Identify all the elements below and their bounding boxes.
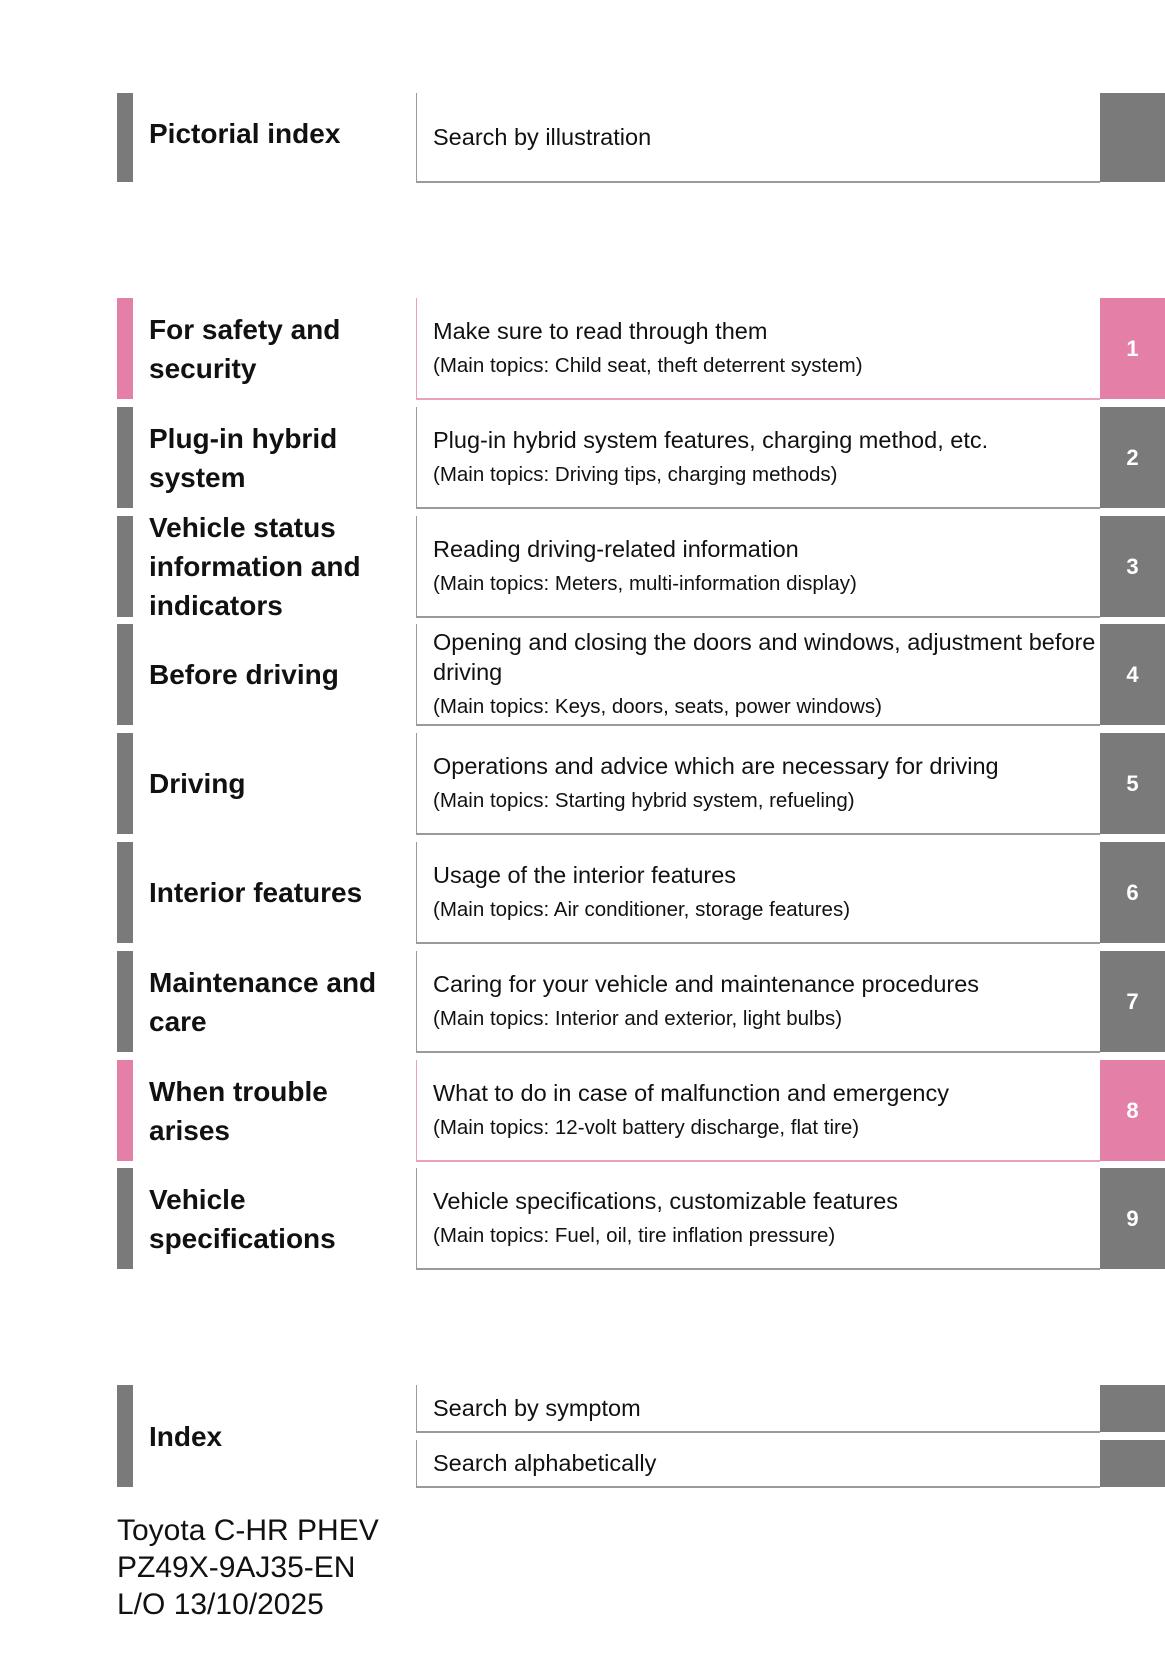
chapter-link[interactable]: Opening and closing the doors and window… bbox=[416, 624, 1100, 726]
chapter-marker bbox=[117, 516, 133, 617]
footer: Toyota C-HR PHEV PZ49X-9AJ35-EN L/O 13/1… bbox=[117, 1512, 379, 1623]
chapter-description: Vehicle specifications, customizable fea… bbox=[433, 1188, 899, 1214]
chapter-title: Plug-in hybrid system bbox=[149, 422, 338, 493]
search-alphabetically-link[interactable]: Search alphabetically bbox=[416, 1440, 1100, 1488]
chapter-description: Operations and advice which are necessar… bbox=[433, 753, 999, 779]
chapter-marker bbox=[117, 407, 133, 508]
index-tab[interactable] bbox=[1100, 1440, 1165, 1487]
chapter-topics: (Main topics: Child seat, theft deterren… bbox=[433, 354, 863, 377]
chapter-tab[interactable]: 5 bbox=[1100, 733, 1165, 834]
chapter-title: Driving bbox=[149, 768, 246, 799]
chapter-link[interactable]: Plug-in hybrid system features, charging… bbox=[416, 407, 1100, 509]
chapter-tab[interactable]: 4 bbox=[1100, 624, 1165, 725]
chapter-link[interactable]: Operations and advice which are necessar… bbox=[416, 733, 1100, 835]
chapter-topics: (Main topics: Air conditioner, storage f… bbox=[433, 898, 851, 921]
chapter-title: For safety and security bbox=[149, 313, 341, 384]
index-item-label: Search by symptom bbox=[433, 1395, 641, 1421]
chapter-title: Maintenance and care bbox=[149, 966, 377, 1037]
chapter-topics: (Main topics: Starting hybrid system, re… bbox=[433, 789, 855, 812]
chapter-link[interactable]: Caring for your vehicle and maintenance … bbox=[416, 951, 1100, 1053]
chapter-tab[interactable]: 9 bbox=[1100, 1168, 1165, 1269]
layout-date: L/O 13/10/2025 bbox=[117, 1588, 324, 1621]
model-name: Toyota C-HR PHEV bbox=[117, 1514, 379, 1547]
pictorial-index-title: Pictorial index bbox=[149, 117, 341, 149]
chapter-title: Interior features bbox=[149, 877, 363, 908]
chapter-link[interactable]: Usage of the interior features (Main topi… bbox=[416, 842, 1100, 944]
chapter-description: Make sure to read through them bbox=[433, 318, 768, 344]
chapter-description: Caring for your vehicle and maintenance … bbox=[433, 971, 980, 997]
chapter-topics: (Main topics: Meters, multi-information … bbox=[433, 572, 857, 595]
section-marker bbox=[117, 1385, 133, 1487]
chapter-description: Plug-in hybrid system features, charging… bbox=[433, 427, 989, 453]
chapter-topics: (Main topics: Interior and exterior, lig… bbox=[433, 1007, 843, 1030]
chapter-marker bbox=[117, 842, 133, 943]
chapter-description: Reading driving-related information bbox=[433, 536, 799, 562]
chapter-marker bbox=[117, 1060, 133, 1161]
chapter-title: Vehicle specifications bbox=[149, 1183, 336, 1254]
chapter-tab[interactable]: 1 bbox=[1100, 298, 1165, 399]
pictorial-index-tab[interactable] bbox=[1100, 93, 1165, 182]
chapter-marker bbox=[117, 298, 133, 399]
index-item-label: Search alphabetically bbox=[433, 1450, 657, 1476]
chapter-link[interactable]: Reading driving-related information (Main… bbox=[416, 516, 1100, 618]
chapter-description: Usage of the interior features bbox=[433, 862, 737, 888]
chapter-description: What to do in case of malfunction and em… bbox=[433, 1080, 949, 1106]
chapter-marker bbox=[117, 1168, 133, 1269]
section-marker bbox=[117, 93, 133, 182]
index-title: Index bbox=[149, 1420, 223, 1452]
chapter-link[interactable]: Make sure to read through them (Main topi… bbox=[416, 298, 1100, 400]
chapter-topics: (Main topics: Keys, doors, seats, power … bbox=[433, 695, 882, 718]
chapter-topics: (Main topics: 12-volt battery discharge,… bbox=[433, 1116, 860, 1139]
chapter-link[interactable]: What to do in case of malfunction and em… bbox=[416, 1060, 1100, 1162]
chapter-marker bbox=[117, 951, 133, 1052]
search-by-symptom-link[interactable]: Search by symptom bbox=[416, 1385, 1100, 1433]
publication-code: PZ49X-9AJ35-EN bbox=[117, 1551, 356, 1584]
chapter-title: Vehicle status information and indicator… bbox=[149, 512, 361, 621]
pictorial-index-link[interactable]: Search by illustration bbox=[416, 93, 1100, 183]
chapter-topics: (Main topics: Driving tips, charging met… bbox=[433, 463, 838, 486]
chapter-marker bbox=[117, 733, 133, 834]
index-tab[interactable] bbox=[1100, 1385, 1165, 1432]
chapter-link[interactable]: Vehicle specifications, customizable fea… bbox=[416, 1168, 1100, 1270]
chapter-title: Before driving bbox=[149, 659, 339, 690]
chapter-topics: (Main topics: Fuel, oil, tire inflation … bbox=[433, 1224, 836, 1247]
pictorial-index-description: Search by illustration bbox=[433, 124, 652, 150]
chapter-tab[interactable]: 2 bbox=[1100, 407, 1165, 508]
chapter-marker bbox=[117, 624, 133, 725]
chapter-tab[interactable]: 8 bbox=[1100, 1060, 1165, 1161]
chapter-title: When trouble arises bbox=[149, 1075, 328, 1146]
chapter-tab[interactable]: 6 bbox=[1100, 842, 1165, 943]
chapter-description: Opening and closing the doors and window… bbox=[433, 629, 1096, 685]
chapter-tab[interactable]: 3 bbox=[1100, 516, 1165, 617]
chapter-tab[interactable]: 7 bbox=[1100, 951, 1165, 1052]
